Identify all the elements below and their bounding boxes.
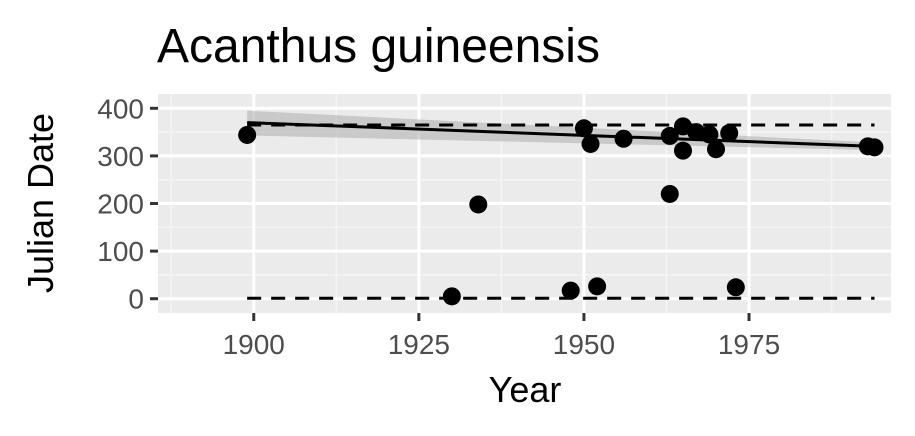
trend-line: [247, 121, 875, 148]
y-axis-title: Julian Date: [20, 113, 61, 293]
y-tick-label: 400: [97, 93, 144, 124]
x-tick-label: 1900: [223, 329, 285, 360]
data-points: [238, 117, 884, 306]
data-point: [588, 277, 607, 296]
y-tick-label: 300: [97, 141, 144, 172]
data-point: [726, 278, 745, 297]
chart-title: Acanthus guineensis: [157, 20, 600, 73]
x-tick-label: 1950: [553, 329, 615, 360]
data-point: [442, 287, 461, 306]
y-tick-label: 0: [128, 284, 144, 315]
data-point: [707, 140, 726, 159]
data-point: [865, 138, 884, 157]
x-axis: 1900 1925 1950 1975: [223, 313, 780, 360]
data-point: [660, 184, 679, 203]
x-tick-label: 1975: [718, 329, 780, 360]
data-point: [660, 126, 679, 145]
data-point: [720, 124, 739, 143]
data-point: [469, 195, 488, 214]
y-axis: 0 100 200 300 400: [97, 93, 158, 315]
data-point: [561, 281, 580, 300]
data-point: [614, 129, 633, 148]
data-point: [238, 125, 257, 144]
data-point: [574, 119, 593, 138]
data-point: [673, 141, 692, 160]
y-tick-label: 100: [97, 236, 144, 267]
data-point: [581, 134, 600, 153]
y-tick-label: 200: [97, 189, 144, 220]
x-axis-title: Year: [489, 369, 562, 410]
x-tick-label: 1925: [388, 329, 450, 360]
data-point: [700, 125, 719, 144]
reference-lines: [247, 123, 875, 300]
